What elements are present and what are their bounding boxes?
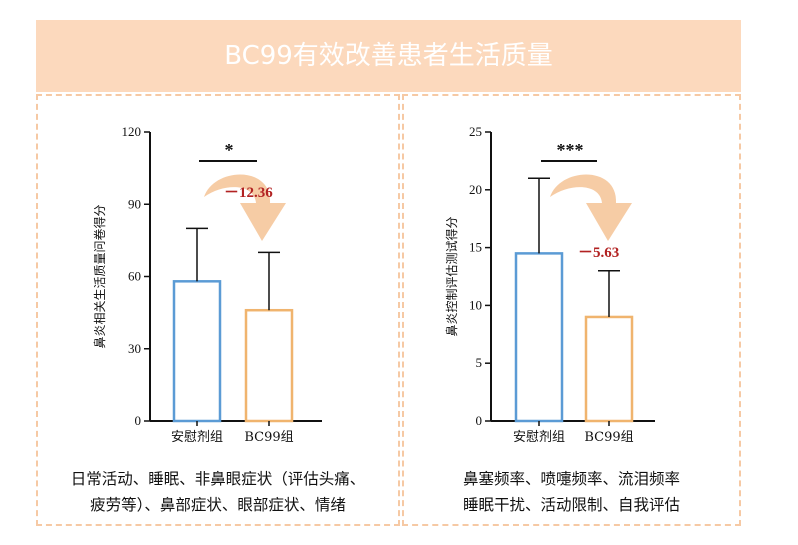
left-significance-marker: *	[225, 140, 234, 160]
right-category-label: 安慰剂组	[513, 430, 565, 445]
right-delta-label: －5.63	[578, 245, 619, 261]
right-bar-placebo	[514, 252, 564, 423]
right-y-axis-label: 鼻炎控制评估测试得分	[444, 216, 459, 336]
right-caption-line-1: 鼻塞频率、喷嚏频率、流泪频率	[462, 470, 680, 488]
right-y-tick-label: 10	[469, 297, 482, 312]
left-category-label: BC99组	[244, 430, 293, 445]
left-y-axis-label: 鼻炎相关生活质量问卷得分	[92, 204, 107, 348]
left-y-tick-label: 120	[122, 124, 142, 139]
right-y-tick-label: 15	[469, 240, 482, 255]
left-y-tick-label: 60	[128, 269, 141, 284]
right-y-tick-label: 25	[469, 124, 482, 139]
left-y-tick-label: 0	[135, 413, 142, 428]
title-banner: BC99有效改善患者生活质量	[36, 20, 741, 92]
left-y-tick-label: 30	[128, 341, 141, 356]
left-caption-line-1: 日常活动、睡眠、非鼻眼症状（评估头痛、	[70, 470, 366, 488]
page-title: BC99有效改善患者生活质量	[224, 41, 553, 71]
left-bar-bc99	[244, 308, 294, 423]
left-y-tick-label: 90	[128, 196, 141, 211]
right-category-label: BC99组	[584, 430, 633, 445]
left-chart-caption: 日常活动、睡眠、非鼻眼症状（评估头痛、 疲劳等）、鼻部症状、眼部症状、情绪	[40, 466, 396, 518]
left-chart-panel	[36, 94, 400, 526]
left-decrease-arrow-icon	[204, 174, 286, 241]
right-chart-caption: 鼻塞频率、喷嚏频率、流泪频率 睡眠干扰、活动限制、自我评估	[404, 466, 739, 518]
left-category-label: 安慰剂组	[171, 430, 223, 445]
left-caption-line-2: 疲劳等）、鼻部症状、眼部症状、情绪	[90, 496, 346, 514]
right-chart-panel	[402, 94, 741, 526]
left-delta-label: －12.36	[224, 185, 273, 201]
right-y-tick-label: 5	[476, 355, 483, 370]
right-caption-line-2: 睡眠干扰、活动限制、自我评估	[462, 496, 680, 514]
right-decrease-arrow-icon	[550, 174, 632, 241]
right-y-tick-label: 20	[469, 182, 482, 197]
left-bar-placebo	[172, 280, 222, 423]
right-significance-marker: ***	[557, 140, 584, 160]
right-y-tick-label: 0	[476, 413, 483, 428]
right-bar-bc99	[584, 315, 634, 423]
